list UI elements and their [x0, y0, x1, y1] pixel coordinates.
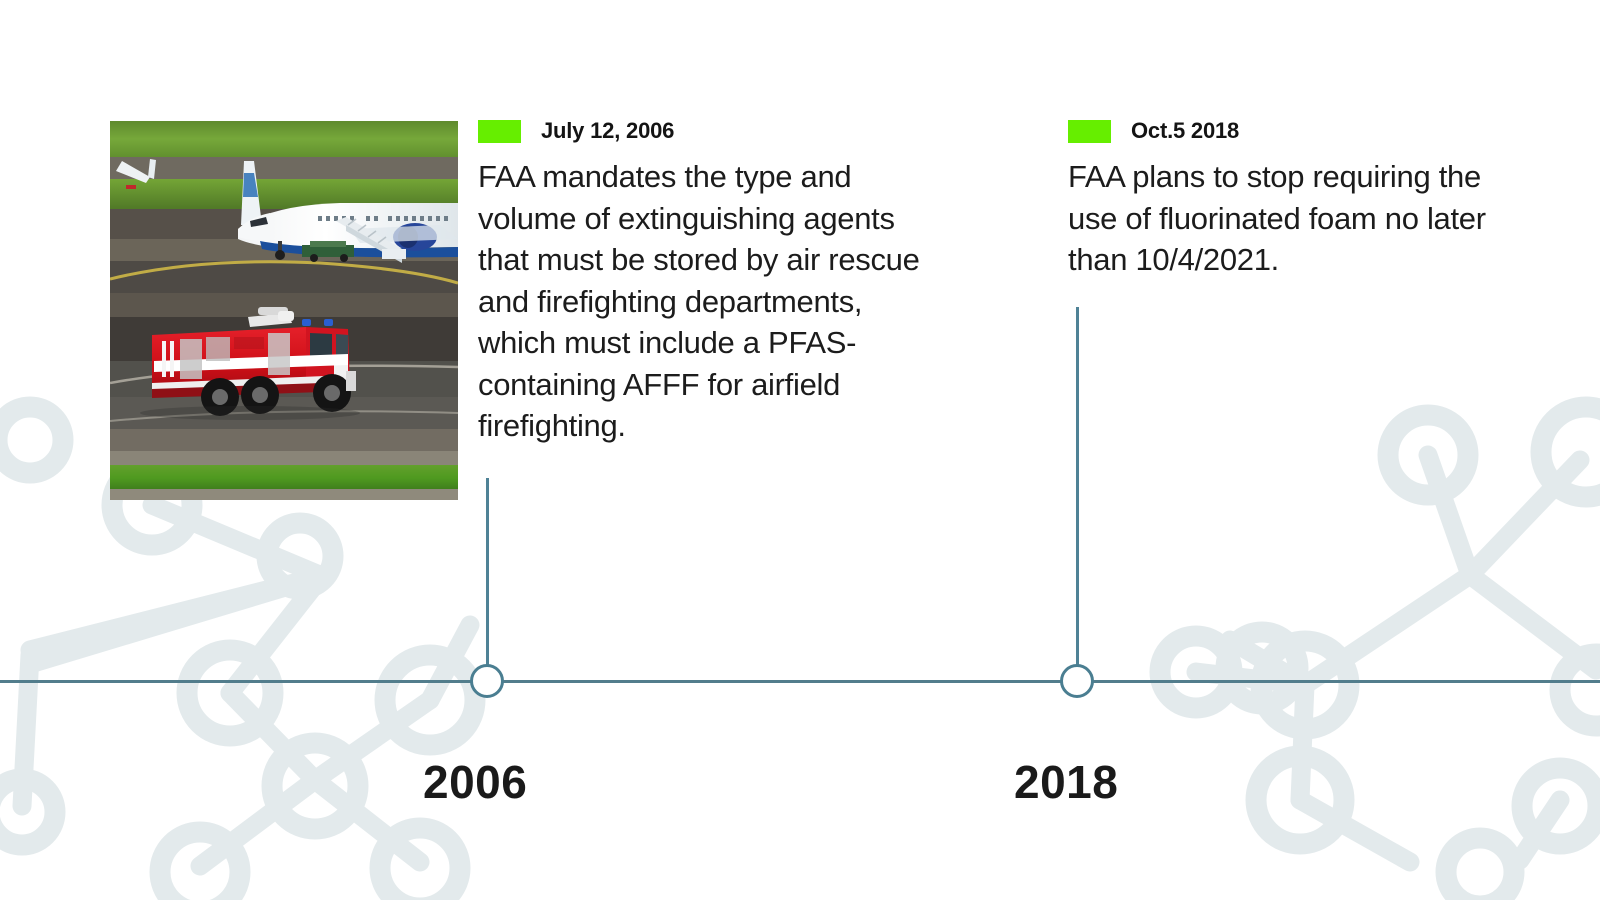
event-2006: July 12, 2006 FAA mandates the type and … [478, 118, 928, 447]
event-2018-year: 2018 [1014, 756, 1119, 808]
event-2006-connector-line [486, 478, 489, 682]
event-2018-header: Oct.5 2018 [1068, 118, 1498, 144]
event-2018-connector-line [1076, 307, 1079, 682]
event-2018: Oct.5 2018 FAA plans to stop requiring t… [1068, 118, 1498, 281]
event-2006-marker[interactable] [470, 664, 504, 698]
event-2006-year: 2006 [423, 756, 528, 808]
event-2018-date: Oct.5 2018 [1131, 118, 1240, 143]
event-2018-marker[interactable] [1060, 664, 1094, 698]
timeline-axis-line [0, 680, 1600, 683]
airport-firetruck-photo-graphic [110, 121, 458, 500]
event-2006-date: July 12, 2006 [541, 118, 675, 143]
airport-firetruck-photo [110, 121, 458, 500]
green-square-icon [478, 119, 521, 143]
event-2006-header: July 12, 2006 [478, 118, 928, 144]
event-2006-text: FAA mandates the type and volume of exti… [478, 159, 920, 443]
green-square-icon [1068, 119, 1111, 143]
event-2018-text: FAA plans to stop requiring the use of f… [1068, 159, 1486, 277]
